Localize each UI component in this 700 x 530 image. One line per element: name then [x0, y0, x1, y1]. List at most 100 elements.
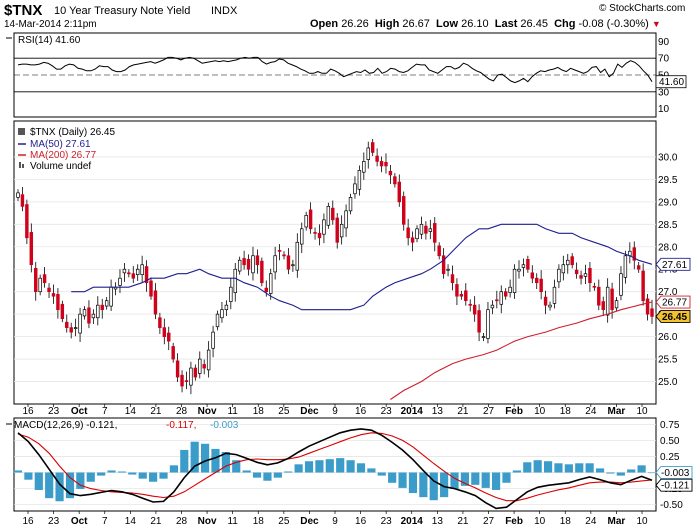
- macd-hist-bar: [627, 469, 636, 473]
- x-tick-label: 10: [636, 406, 648, 417]
- candle: [424, 225, 428, 234]
- candle: [375, 155, 379, 162]
- macd-hist-bar: [554, 463, 563, 473]
- candle: [388, 170, 393, 176]
- legend-ma200: MA(200) 26.77: [30, 150, 97, 161]
- candle: [149, 280, 153, 297]
- candle: [366, 147, 370, 160]
- candle: [162, 327, 167, 337]
- candle: [184, 380, 189, 382]
- rsi-line: [17, 56, 653, 84]
- candle: [636, 265, 641, 270]
- macd-hist-bar: [24, 472, 33, 480]
- candle: [122, 268, 127, 274]
- macd-hist-bar: [440, 472, 449, 498]
- macd-hist-bar: [419, 472, 428, 498]
- macd-hist-bar: [128, 472, 137, 475]
- candle: [286, 255, 291, 270]
- candle: [269, 273, 273, 294]
- x-tick-label: 21: [150, 516, 162, 527]
- candle: [539, 278, 543, 293]
- macd-hist-bar: [481, 472, 490, 488]
- macd-tick-label: 0.50: [660, 436, 680, 447]
- quote-date: 14-Mar-2014 2:11pm: [4, 19, 97, 30]
- candle: [583, 273, 588, 277]
- x-tick-label: 21: [457, 406, 469, 417]
- candle: [623, 255, 628, 278]
- candle: [127, 272, 131, 275]
- candle: [619, 273, 623, 296]
- candle: [517, 268, 521, 272]
- candle: [486, 309, 490, 339]
- macd-hist-bar: [575, 463, 584, 473]
- candle: [535, 277, 539, 284]
- x-tick-label: 14: [125, 406, 137, 417]
- candle: [313, 232, 317, 234]
- candle: [34, 267, 38, 293]
- down-arrow-icon: ▼: [651, 19, 661, 29]
- x-tick-label: 18: [560, 406, 572, 417]
- ma50-line: [71, 223, 653, 311]
- x-tick-label: 23: [381, 406, 393, 417]
- macd-hist-last-badge: [655, 466, 693, 479]
- candle: [433, 223, 437, 243]
- candle: [246, 259, 251, 270]
- candle: [339, 223, 344, 238]
- x-tick-label: 28: [176, 516, 188, 527]
- macd-hist-bar: [263, 472, 272, 481]
- candle: [464, 290, 468, 302]
- candle: [304, 214, 308, 228]
- x-tick-label: 23: [48, 406, 60, 417]
- candle: [574, 269, 579, 275]
- candle: [526, 259, 530, 270]
- x-tick-label: 18: [253, 516, 265, 527]
- watermark[interactable]: © StockCharts.com: [599, 3, 686, 14]
- candle: [322, 219, 326, 235]
- price-tick-label: 25.5: [658, 355, 678, 366]
- price-last-label: 26.45: [662, 312, 687, 323]
- candle: [441, 255, 446, 275]
- x-tick-label: 18: [560, 516, 572, 527]
- macd-hist-bar: [86, 472, 95, 482]
- chg-value: -0.08 (-0.30%): [578, 18, 649, 30]
- candle: [530, 272, 535, 279]
- x-tick-label: Mar: [608, 406, 626, 417]
- legend-swatch-volume-b: [22, 164, 24, 168]
- candle: [153, 290, 158, 315]
- rsi-tick-label: 70: [658, 54, 670, 65]
- candle: [277, 250, 282, 252]
- candle: [198, 358, 202, 374]
- candle: [495, 299, 499, 302]
- macd-hist-bar: [304, 461, 314, 473]
- quote-bar: Open 26.26 High 26.67 Low 26.10 Last 26.…: [310, 18, 661, 30]
- candle: [353, 183, 357, 195]
- candle: [406, 227, 410, 239]
- rsi-last-label: 41.60: [659, 77, 684, 88]
- candle: [419, 223, 424, 235]
- candle: [317, 232, 322, 239]
- x-tick-label: 9: [332, 516, 338, 527]
- candle: [104, 300, 109, 307]
- x-tick-label: 16: [22, 406, 34, 417]
- chg-label: Chg: [554, 18, 576, 30]
- macd-hist-bar: [543, 461, 553, 473]
- macd-hist-bar: [284, 471, 293, 473]
- candle: [229, 286, 233, 302]
- macd-hist-bar: [315, 460, 324, 473]
- x-tick-label: 9: [332, 406, 338, 417]
- macd-hist-bar: [502, 472, 511, 483]
- candle: [397, 181, 402, 203]
- ma50-last-label: 27.61: [662, 260, 687, 271]
- candle: [16, 192, 20, 198]
- macd-hist-bar: [221, 451, 230, 473]
- legend-volume: Volume undef: [30, 161, 91, 172]
- candle: [91, 313, 96, 319]
- price-tick-label: 29.5: [658, 175, 678, 186]
- macd-hist-bar: [606, 472, 615, 474]
- x-tick-label: 10: [534, 406, 546, 417]
- x-tick-label: 14: [125, 516, 137, 527]
- price-tick-label: 25.0: [658, 377, 678, 388]
- x-tick-label: 16: [355, 406, 367, 417]
- x-tick-label: 27: [483, 516, 495, 527]
